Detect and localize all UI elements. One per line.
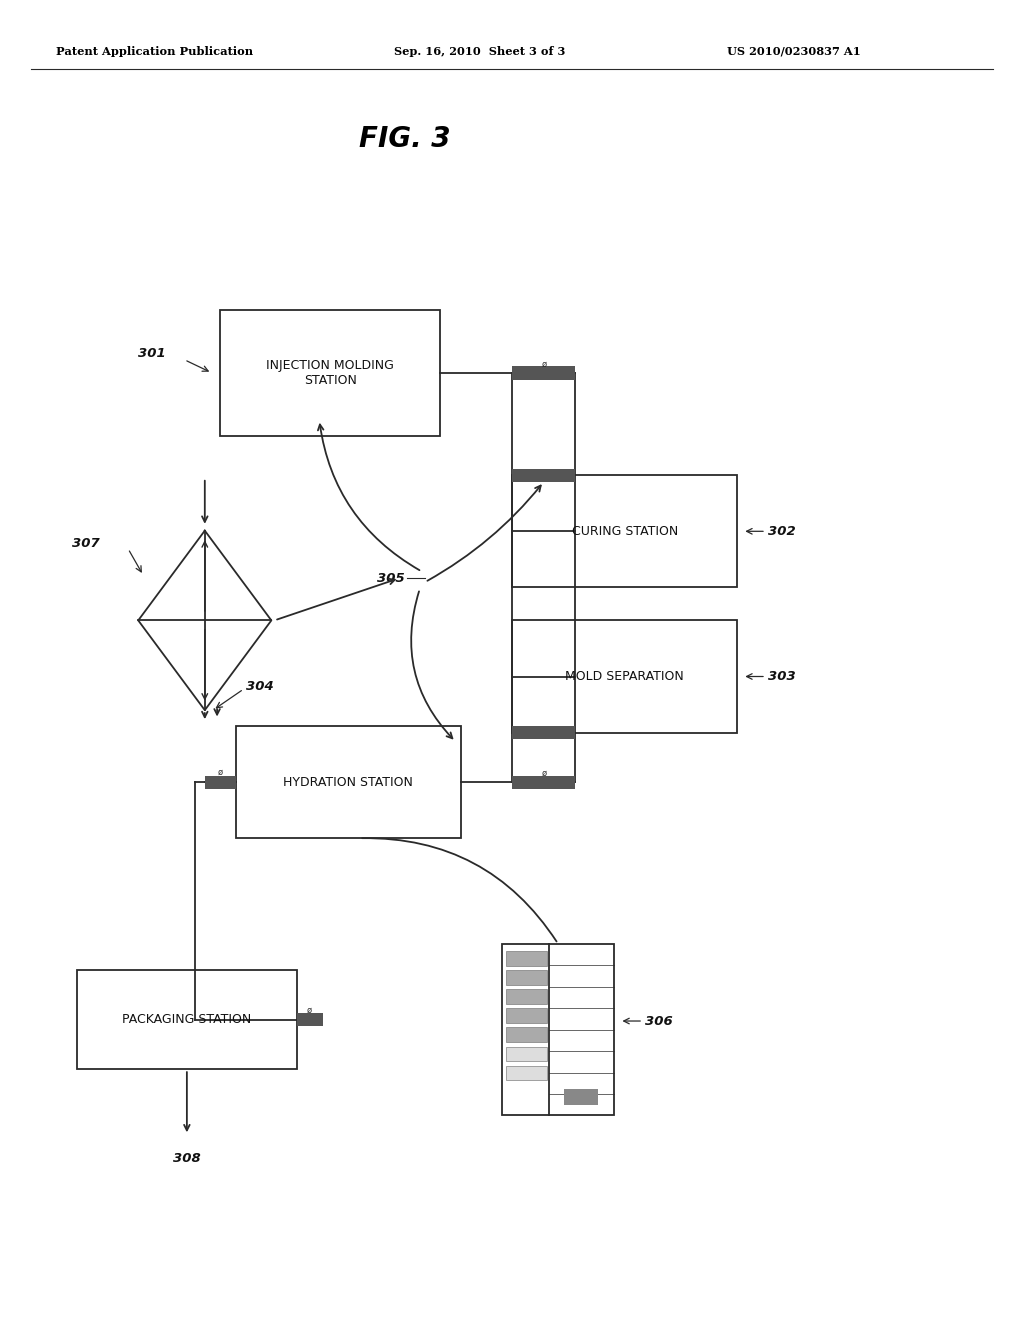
Bar bbox=[502, 944, 614, 1115]
Bar bbox=[512, 726, 575, 739]
Text: ø: ø bbox=[541, 360, 547, 368]
Text: Patent Application Publication: Patent Application Publication bbox=[56, 46, 254, 57]
Text: CURING STATION: CURING STATION bbox=[571, 525, 678, 537]
Text: 302: 302 bbox=[768, 525, 796, 537]
Bar bbox=[297, 1014, 323, 1027]
Text: Sep. 16, 2010  Sheet 3 of 3: Sep. 16, 2010 Sheet 3 of 3 bbox=[394, 46, 565, 57]
Bar bbox=[220, 310, 440, 436]
Text: ø: ø bbox=[541, 770, 547, 777]
Bar bbox=[512, 366, 575, 380]
Text: 303: 303 bbox=[768, 671, 796, 682]
Bar bbox=[512, 469, 575, 482]
Bar bbox=[236, 726, 461, 838]
Bar bbox=[512, 475, 737, 587]
Text: MOLD SEPARATION: MOLD SEPARATION bbox=[565, 671, 684, 682]
Text: 301: 301 bbox=[138, 347, 166, 359]
Text: 304: 304 bbox=[246, 680, 273, 693]
Bar bbox=[506, 1008, 547, 1023]
Bar bbox=[77, 970, 297, 1069]
Bar bbox=[506, 970, 547, 985]
Bar bbox=[512, 620, 737, 733]
Bar bbox=[506, 1047, 547, 1061]
Bar bbox=[506, 1065, 547, 1080]
Bar bbox=[512, 776, 575, 789]
Text: HYDRATION STATION: HYDRATION STATION bbox=[284, 776, 413, 788]
Text: PACKAGING STATION: PACKAGING STATION bbox=[122, 1014, 252, 1026]
Text: ø: ø bbox=[306, 1006, 312, 1014]
Text: 307: 307 bbox=[72, 537, 99, 550]
Text: 308: 308 bbox=[173, 1152, 201, 1166]
Text: 305: 305 bbox=[377, 572, 404, 585]
Text: INJECTION MOLDING
STATION: INJECTION MOLDING STATION bbox=[266, 359, 394, 387]
Bar bbox=[205, 776, 236, 789]
Bar bbox=[506, 1027, 547, 1041]
Text: 306: 306 bbox=[645, 1015, 673, 1027]
Text: FIG. 3: FIG. 3 bbox=[358, 124, 451, 153]
Text: ø: ø bbox=[217, 768, 223, 776]
Bar bbox=[563, 1089, 598, 1105]
Bar bbox=[506, 952, 547, 965]
Bar bbox=[506, 990, 547, 1003]
Text: US 2010/0230837 A1: US 2010/0230837 A1 bbox=[727, 46, 861, 57]
